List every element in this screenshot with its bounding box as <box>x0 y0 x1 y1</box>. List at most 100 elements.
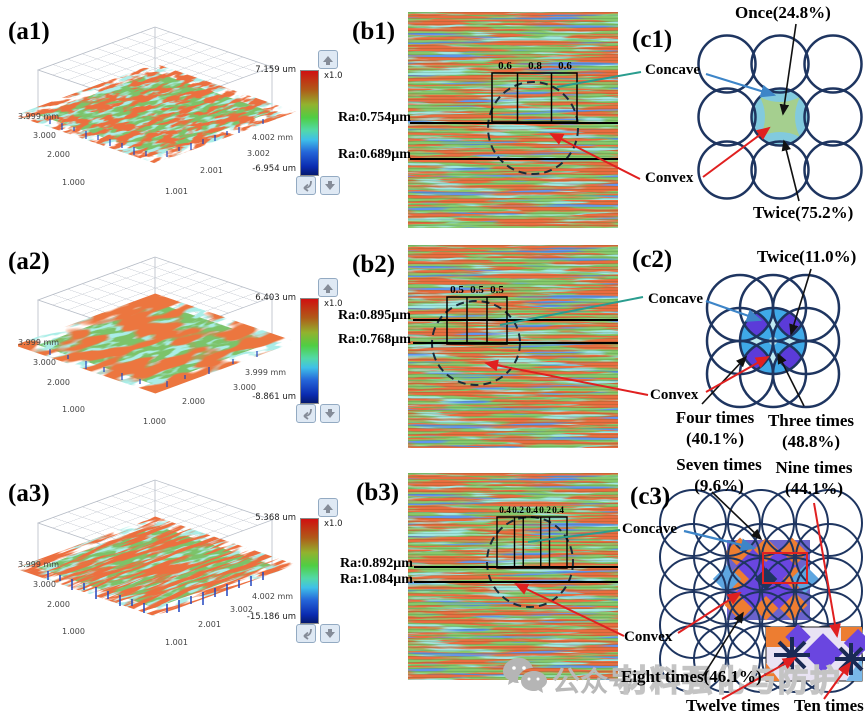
surface-map-b1: 0.6 0.8 0.6 <box>408 12 618 228</box>
wechat-icon <box>503 658 547 693</box>
dim-label: 0.4 <box>526 506 538 516</box>
twice-label: Twice(75.2%) <box>753 203 854 222</box>
axis-tick: 1.001 <box>165 187 188 196</box>
times-pct: (9.6%) <box>694 476 744 495</box>
colorbar-max: 6.403 um <box>255 293 296 303</box>
watermark-account: 公众号 <box>552 666 637 697</box>
convex-label: Convex <box>645 170 694 186</box>
arrow-down-icon <box>325 628 335 638</box>
panel-label-c3: (c3) <box>630 483 671 510</box>
dim-label: 0.5 <box>490 284 504 296</box>
times-label-eight: Eight times(46.1%) <box>621 667 762 686</box>
arrow-up-button[interactable] <box>318 50 338 69</box>
colorbar-min: -15.186 um <box>246 612 296 622</box>
arrow-down-button[interactable] <box>320 176 340 195</box>
arrow-down-button[interactable] <box>320 404 340 423</box>
times-text: Seven times <box>676 455 762 474</box>
colorbar-max: 5.368 um <box>255 513 296 523</box>
dim-label: 0.5 <box>470 284 484 296</box>
axis-tick: 4.002 mm <box>252 592 294 601</box>
ra-value: Ra:0.754μm <box>338 110 411 125</box>
axis-tick: 1.001 <box>165 638 188 647</box>
edge-fringe <box>49 349 258 387</box>
concave-label: Concave <box>648 291 703 307</box>
axis-tick: 3.000 <box>233 383 256 392</box>
colorbar-min: -6.954 um <box>252 164 296 174</box>
dim-label: 0.6 <box>498 60 512 72</box>
surface-3d-a3 <box>36 479 274 613</box>
undo-button[interactable] <box>296 176 316 195</box>
axis-tick: 3.999 mm <box>18 112 60 121</box>
panel-label-b3: (b3) <box>356 479 400 506</box>
axis-tick: 1.000 <box>62 405 85 414</box>
surface-3d-a2 <box>36 256 274 387</box>
panel-label-a3: (a3) <box>8 480 50 507</box>
panel-label-a2: (a2) <box>8 248 50 275</box>
colorbar-gradient <box>300 518 319 624</box>
twice-label: Twice(11.0%) <box>757 247 857 266</box>
arrow-down-icon <box>325 408 335 418</box>
axis-tick: 1.000 <box>62 627 85 636</box>
times-label-seven: Seven times (9.6%) <box>664 454 774 496</box>
times-pct: (40.1%) <box>685 429 745 448</box>
ra-value: Ra:0.892μm <box>340 556 413 571</box>
edge-fringe <box>47 571 264 613</box>
colorbar-gradient <box>300 70 319 176</box>
axis-tick: 3.000 <box>33 358 56 367</box>
undo-arrow-icon <box>302 628 312 640</box>
panel-label-c1: (c1) <box>632 26 673 53</box>
times-text: Nine times <box>775 458 853 477</box>
axis-tick: 4.002 mm <box>252 133 294 142</box>
times-label-twelve: Twelve times <box>686 696 780 715</box>
once-region <box>760 97 800 137</box>
colorbar-scale: x1.0 <box>324 299 343 309</box>
shot-circles <box>705 273 841 409</box>
arrow-down-button[interactable] <box>320 624 340 643</box>
times-text: Four times <box>675 408 755 427</box>
axis-tick: 2.000 <box>47 378 70 387</box>
colorbar-max: 7.159 um <box>255 65 296 75</box>
axis-tick: 2.000 <box>47 150 70 159</box>
times-pct: (48.8%) <box>781 432 841 451</box>
axis-tick: 3.000 <box>33 131 56 140</box>
colorbar-scale: x1.0 <box>324 71 343 81</box>
overlap-diagram-c1 <box>697 34 863 200</box>
colorbar-min: -8.861 um <box>252 392 296 402</box>
arrow-down-icon <box>325 180 335 190</box>
axis-tick: 2.000 <box>47 600 70 609</box>
dim-label: 0.4 <box>552 506 564 516</box>
edge-fringe <box>49 119 264 157</box>
colorbar-a1: 7.159 um -6.954 um x1.0 <box>240 50 345 200</box>
panel-label-b2: (b2) <box>352 251 396 278</box>
times-label-three: Three times (48.8%) <box>756 410 865 452</box>
concave-label: Concave <box>645 62 700 78</box>
arrow-up-button[interactable] <box>318 278 338 297</box>
surface-map-b2: 0.5 0.5 0.5 <box>408 245 618 448</box>
axis-tick: 3.002 <box>247 149 270 158</box>
arrow-up-icon <box>323 283 333 293</box>
arrow-up-button[interactable] <box>318 498 338 517</box>
ra-value: Ra:0.895μm <box>338 308 411 323</box>
arrow-up-icon <box>323 55 333 65</box>
times-label-ten: Ten times <box>794 696 864 715</box>
undo-button[interactable] <box>296 404 316 423</box>
dim-label: 0.2 <box>539 506 551 516</box>
undo-button[interactable] <box>296 624 316 643</box>
colorbar-scale: x1.0 <box>324 519 343 529</box>
arrow-up-icon <box>323 503 333 513</box>
dim-label: 0.2 <box>512 506 524 516</box>
ra-value: Ra:1.084μm <box>340 572 413 587</box>
axis-tick: 1.000 <box>143 417 166 426</box>
axis-tick: 3.000 <box>33 580 56 589</box>
surface-texture <box>38 301 273 386</box>
ra-value: Ra:0.768μm <box>338 332 411 347</box>
dim-label: 0.8 <box>528 60 542 72</box>
axis-tick: 3.002 <box>230 605 253 614</box>
colorbar-gradient <box>300 298 319 404</box>
axis-tick: 2.001 <box>198 620 221 629</box>
dim-label: 0.4 <box>499 506 511 516</box>
axis-tick: 2.001 <box>200 166 223 175</box>
surface-texture <box>38 524 273 609</box>
dim-label: 0.5 <box>450 284 464 296</box>
